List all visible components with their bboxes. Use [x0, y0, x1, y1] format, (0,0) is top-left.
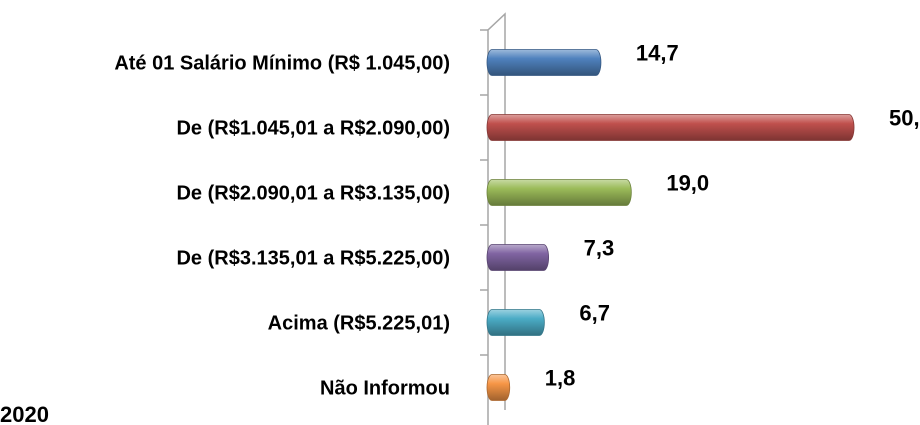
data-label: 7,3: [584, 236, 615, 261]
category-axis: [480, 12, 506, 425]
bar: [486, 244, 550, 271]
bar: [486, 114, 855, 141]
annotation: 2020: [0, 402, 49, 425]
data-label: 1,8: [545, 366, 576, 391]
y-tick-label: De (R$1.045,01 a R$2.090,00): [176, 118, 450, 140]
bar: [486, 374, 511, 401]
axis-wall: [487, 12, 506, 425]
data-label: 14,7: [636, 41, 679, 66]
y-tick-label: Acima (R$5.225,01): [268, 313, 450, 335]
data-label: 50,5: [889, 106, 920, 131]
data-label: 6,7: [579, 301, 610, 326]
bar: [486, 179, 632, 206]
bar: [486, 309, 545, 336]
y-tick-label: De (R$3.135,01 a R$5.225,00): [176, 248, 450, 270]
bar: [486, 49, 602, 76]
y-tick-label: De (R$2.090,01 a R$3.135,00): [176, 183, 450, 205]
data-label: 19,0: [666, 171, 709, 196]
y-tick-label: Não Informou: [320, 378, 450, 400]
y-tick-label: Até 01 Salário Mínimo (R$ 1.045,00): [114, 53, 450, 75]
